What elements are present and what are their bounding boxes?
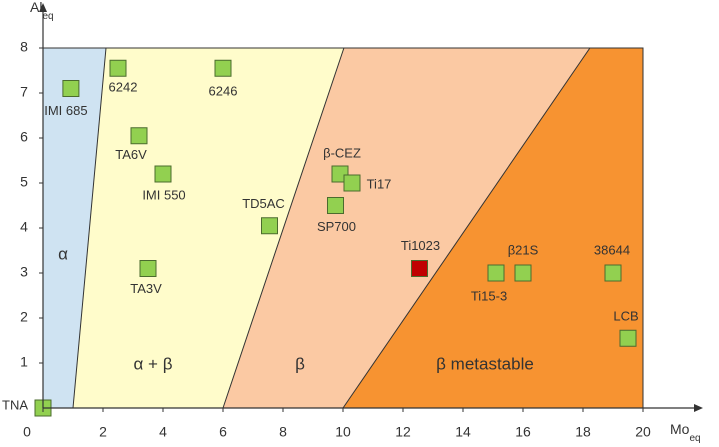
region-label: β [295, 354, 305, 373]
point-label: β-CEZ [323, 145, 361, 160]
point-label: LCB [613, 309, 638, 324]
x-tick-label: 2 [99, 424, 107, 440]
region [343, 48, 643, 408]
point-label: 38644 [594, 242, 630, 257]
point-label: 6246 [209, 84, 238, 99]
region [223, 48, 590, 408]
x-axis-label: Moeq [670, 421, 701, 444]
point-label: Ti17 [367, 176, 392, 191]
y-label-main: Al [30, 0, 42, 15]
point-label: TA3V [130, 281, 162, 296]
region-label: α + β [134, 354, 173, 373]
region-boundary [72, 47, 107, 409]
point [109, 59, 127, 77]
point [487, 264, 505, 282]
point [343, 174, 361, 192]
point [62, 80, 80, 97]
x-tick-label: 10 [335, 424, 351, 440]
region-boundary [342, 47, 591, 409]
point [261, 217, 278, 235]
y-tick-label: 8 [20, 39, 28, 55]
marks: IMI 685 6242 6246 TA6V IMI 550 TA3V TD5AC β-CEZ… [2, 59, 639, 417]
y-axis-arrow [39, 3, 47, 12]
y-tick-label: 6 [20, 129, 28, 145]
x-tick-label: 20 [635, 424, 651, 440]
region-label: β metastable [436, 354, 534, 373]
region [43, 48, 106, 408]
y-label-sub: eq [42, 11, 53, 22]
x-tick-label: 6 [219, 424, 227, 440]
point-label: Ti1023 [401, 238, 440, 253]
y-tick-label: 5 [20, 174, 28, 190]
y-tick-label: 7 [20, 84, 28, 100]
point [411, 260, 428, 277]
point [327, 197, 344, 214]
region-boundary [222, 47, 345, 409]
point-label: IMI 685 [44, 103, 87, 118]
y-tick-label: 2 [20, 309, 28, 325]
x-tick-label: 18 [575, 424, 591, 440]
point-label: IMI 550 [142, 187, 185, 202]
x-tick-label: 8 [279, 424, 287, 440]
point [604, 264, 622, 282]
point-label: TNA [2, 397, 28, 412]
point-label: Ti15-3 [471, 288, 507, 303]
x-tick-label: 12 [395, 424, 411, 440]
point-label: β21S [508, 242, 539, 257]
point [214, 59, 232, 77]
point-label: SP700 [317, 219, 356, 234]
y-tick-label: 3 [20, 264, 28, 280]
point [139, 260, 157, 277]
point [619, 329, 637, 347]
point [130, 127, 148, 145]
x-axis-arrow [694, 404, 703, 412]
y-axis-label: Aleq [30, 0, 54, 22]
point-label: TA6V [115, 147, 147, 162]
point-label: 6242 [109, 80, 138, 95]
y-tick-label: 1 [20, 354, 28, 370]
point [154, 165, 172, 183]
x-tick-label: 4 [159, 424, 167, 440]
x-tick-label: 0 [23, 424, 31, 440]
region-label: α [58, 244, 68, 263]
y-tick-label: 4 [20, 219, 28, 235]
x-tick-label: 16 [515, 424, 531, 440]
x-label-main: Mo [670, 421, 690, 437]
x-label-sub: eq [689, 433, 700, 444]
point-label: TD5AC [242, 196, 285, 211]
point [514, 264, 532, 282]
x-tick-label: 14 [455, 424, 471, 440]
